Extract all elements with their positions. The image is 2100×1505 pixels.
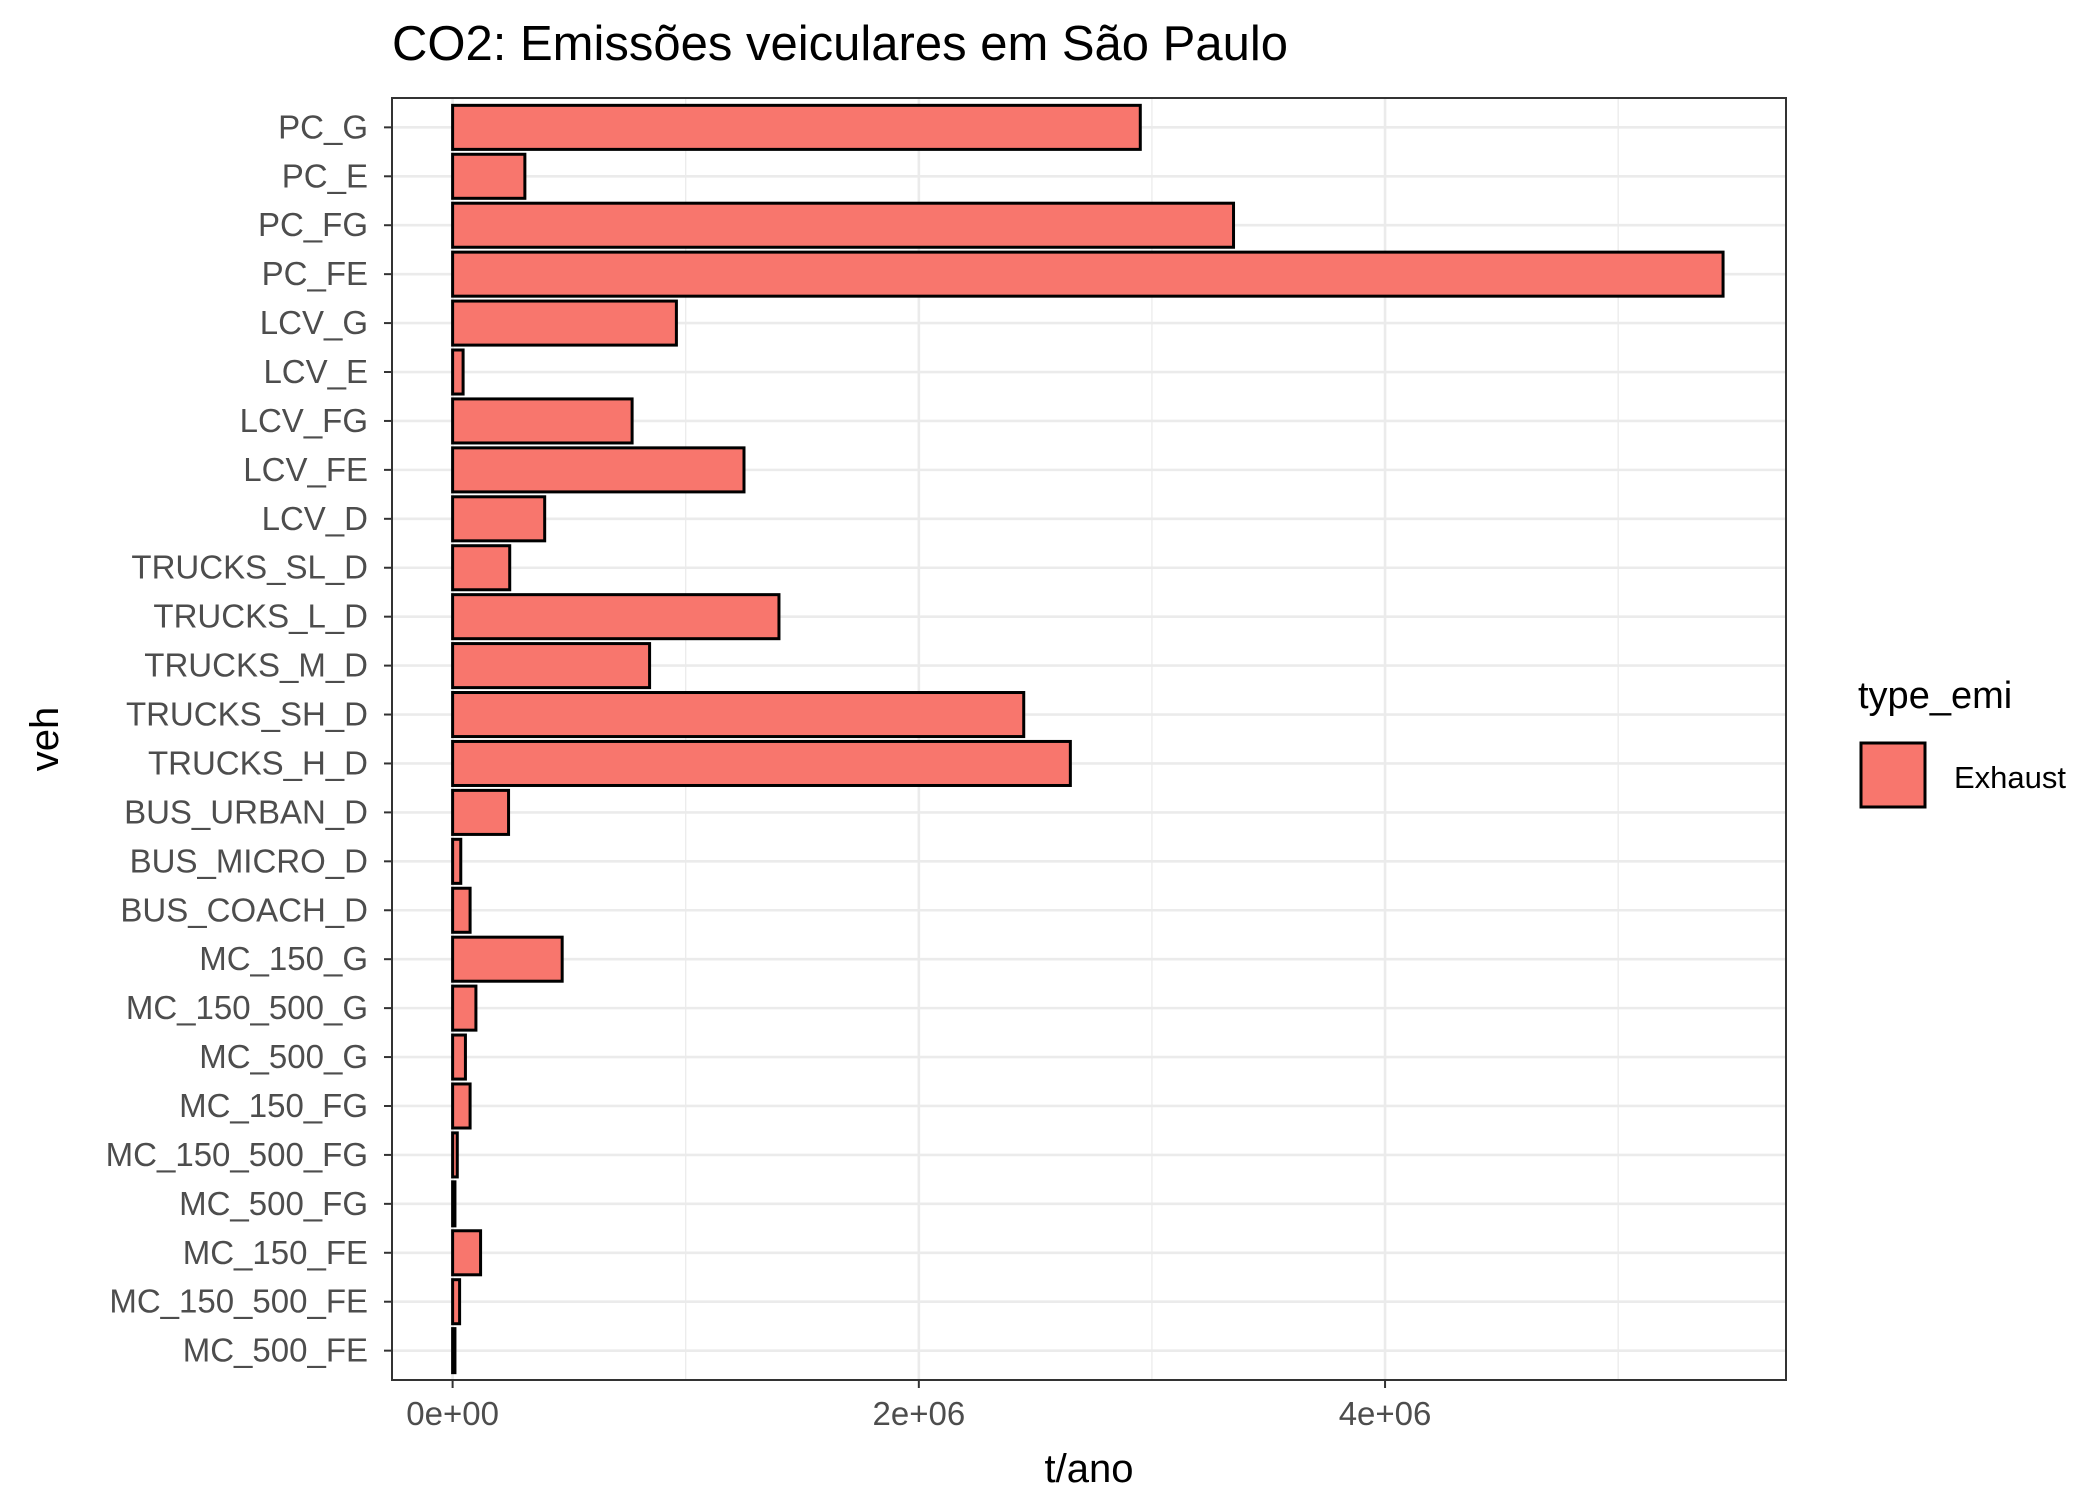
bar-mc-150-g [451,935,564,983]
y-tick-label: LCV_FE [243,451,368,488]
y-tick-label: MC_500_FG [179,1185,368,1222]
y-tick-label: LCV_G [260,304,368,341]
y-tick-label: LCV_D [262,500,368,537]
x-axis-title: t/ano [1045,1447,1134,1491]
bar-mc-150-fe [451,1229,483,1277]
y-tick-label: TRUCKS_SL_D [131,549,368,586]
bar-bus-micro-d [451,837,463,885]
y-tick-label: LCV_E [263,353,368,390]
legend-label-exhaust: Exhaust [1954,760,2066,795]
bar-lcv-e [451,348,465,396]
y-tick-label: PC_FE [262,255,368,292]
bar-lcv-g [451,299,678,347]
y-tick-label: BUS_COACH_D [120,891,368,928]
x-tick-label: 0e+00 [406,1395,499,1432]
y-tick-label: MC_500_G [199,1038,368,1075]
y-tick-label: MC_150_FE [183,1234,368,1271]
y-tick-label: PC_G [278,108,368,145]
panel-border [391,97,1787,1381]
bar-lcv-fg [451,397,634,445]
y-tick-label: TRUCKS_M_D [144,647,368,684]
y-tick-label: MC_150_FG [179,1087,368,1124]
bar-pc-fe [451,250,1725,298]
y-tick-label: BUS_URBAN_D [124,793,368,830]
y-tick-label: MC_150_G [199,940,368,977]
y-tick-label: PC_E [282,157,368,194]
bar-pc-fg [451,201,1236,249]
y-tick-label: MC_150_500_FE [109,1283,368,1320]
legend: type_emi Exhaust [1858,675,2066,809]
bar-bus-coach-d [451,886,472,934]
chart-title: CO2: Emissões veiculares em São Paulo [392,17,1288,71]
bar-lcv-fe [451,446,746,494]
bar-trucks-sh-d [451,691,1026,739]
bar-trucks-l-d [451,593,781,641]
bar-mc-500-fg [451,1180,457,1228]
x-tick-label: 4e+06 [1339,1395,1432,1432]
y-tick-label: TRUCKS_SH_D [126,696,368,733]
bar-mc-150-500-fg [451,1131,459,1179]
bar-bus-urban-d [451,788,511,836]
bar-mc-150-500-fe [451,1278,462,1326]
y-tick-label: MC_150_500_G [126,989,368,1026]
y-tick-label: PC_FG [258,206,368,243]
y-tick-label: MC_500_FE [183,1332,368,1369]
legend-title: type_emi [1858,675,2012,717]
bar-trucks-m-d [451,642,652,690]
y-axis-title: veh [23,707,67,772]
bar-mc-150-500-g [451,984,478,1032]
bar-layer [451,103,1725,1375]
bar-mc-500-g [451,1033,467,1081]
bar-trucks-sl-d [451,544,512,592]
y-tick-label: LCV_FG [240,402,368,439]
bar-pc-g [451,103,1142,151]
legend-key-exhaust [1859,741,1927,809]
y-tick-label: BUS_MICRO_D [130,842,368,879]
bar-mc-500-fe [451,1327,457,1375]
bar-trucks-h-d [451,739,1072,787]
y-tick-label: MC_150_500_FG [106,1136,368,1173]
y-tick-label: TRUCKS_H_D [148,744,368,781]
bar-lcv-d [451,495,547,543]
x-tick-label: 2e+06 [872,1395,965,1432]
y-tick-label: TRUCKS_L_D [153,598,368,635]
bar-pc-e [451,152,527,200]
tick-layer: PC_G PC_E PC_FG PC_FE LCV_G LCV_E LCV_FG LCV_FE… [106,108,1432,1432]
bar-mc-150-fg [451,1082,472,1130]
